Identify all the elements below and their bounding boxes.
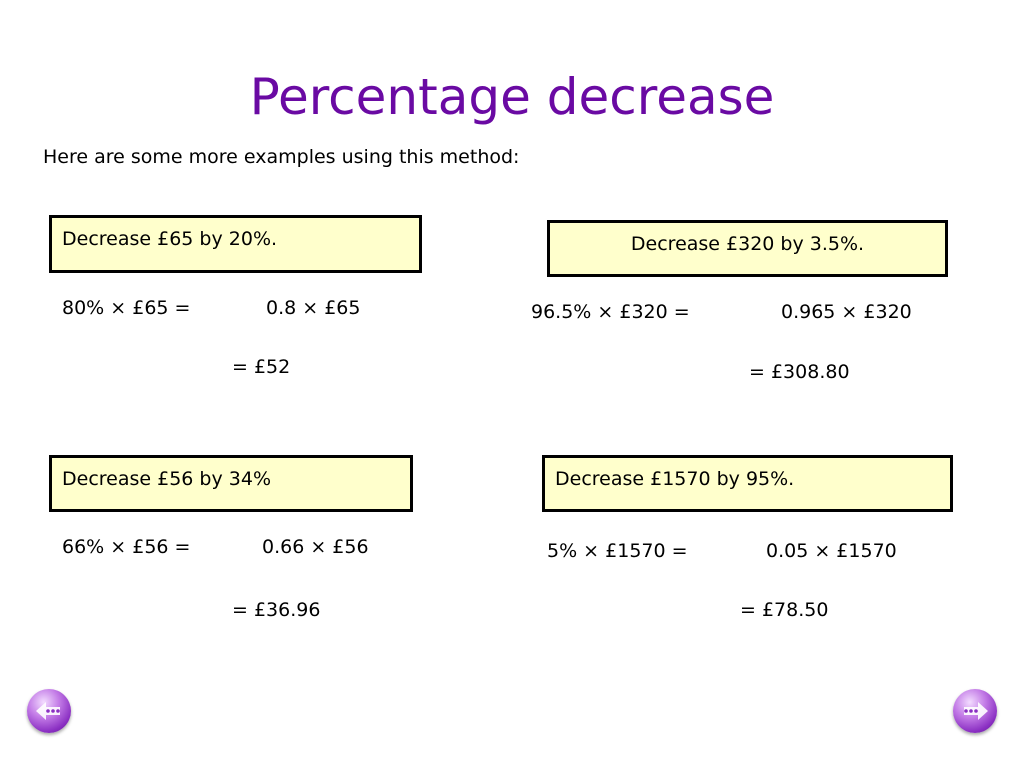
example-2-question-box: Decrease £320 by 3.5%. [547,220,948,277]
intro-text: Here are some more examples using this m… [43,146,520,168]
example-2-step1: 96.5% × £320 = [531,301,690,323]
example-4-step2: 0.05 × £1570 [766,540,897,562]
forward-arrow-icon [964,702,988,720]
example-1-answer: = £52 [232,356,291,378]
example-4-answer: = £78.50 [740,599,829,621]
example-3-step1: 66% × £56 = [62,536,191,558]
example-3-answer: = £36.96 [232,599,321,621]
example-4-step1: 5% × £1570 = [547,540,688,562]
example-2-step2: 0.965 × £320 [781,301,912,323]
example-1-step1: 80% × £65 = [62,297,191,319]
next-slide-button[interactable] [953,689,997,733]
example-2-answer: = £308.80 [749,361,850,383]
example-1-question-box: Decrease £65 by 20%. [49,215,422,273]
example-1-step2: 0.8 × £65 [266,297,361,319]
back-arrow-icon [36,702,60,720]
example-4-question-box: Decrease £1570 by 95%. [542,455,953,512]
slide-title: Percentage decrease [249,68,775,126]
example-3-question-box: Decrease £56 by 34% [49,455,413,512]
previous-slide-button[interactable] [27,689,71,733]
example-3-step2: 0.66 × £56 [262,536,369,558]
